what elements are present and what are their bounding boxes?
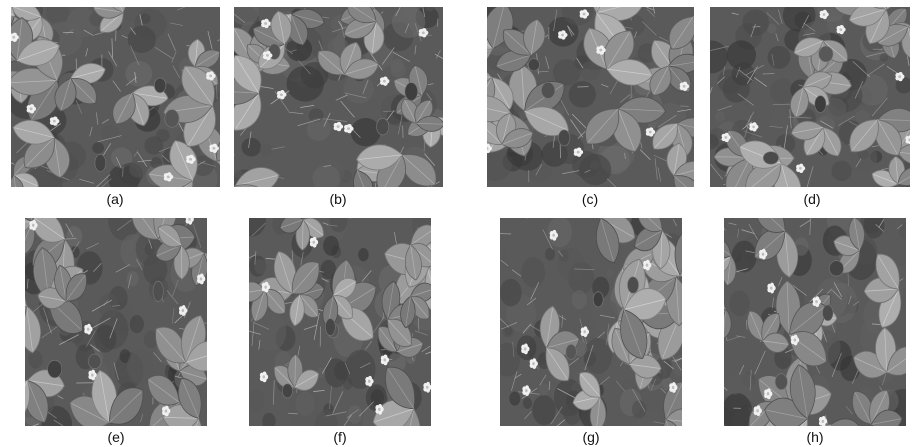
panel-caption-d: (d) xyxy=(803,191,821,207)
photo-panel-d xyxy=(710,7,910,187)
panel-caption-h: (h) xyxy=(806,429,824,445)
photo-a xyxy=(11,7,220,187)
photo-g xyxy=(500,218,682,426)
photo-panel-e xyxy=(25,218,207,426)
photo-d xyxy=(710,7,910,187)
panel-caption-e: (e) xyxy=(107,429,125,445)
photo-h xyxy=(724,218,906,426)
panel-caption-b: (b) xyxy=(329,191,347,207)
panel-caption-g: (g) xyxy=(582,429,600,445)
photo-e xyxy=(25,218,207,426)
photo-panel-c xyxy=(487,7,694,187)
photo-c xyxy=(487,7,694,187)
photo-panel-g xyxy=(500,218,682,426)
panel-caption-a: (a) xyxy=(106,191,124,207)
photo-panel-f xyxy=(249,218,431,426)
panel-caption-f: (f) xyxy=(333,429,347,445)
photo-b xyxy=(234,7,443,187)
panel-caption-c: (c) xyxy=(581,191,599,207)
photo-panel-h xyxy=(724,218,906,426)
photo-panel-a xyxy=(11,7,220,187)
photo-panel-b xyxy=(234,7,443,187)
photo-f xyxy=(249,218,431,426)
